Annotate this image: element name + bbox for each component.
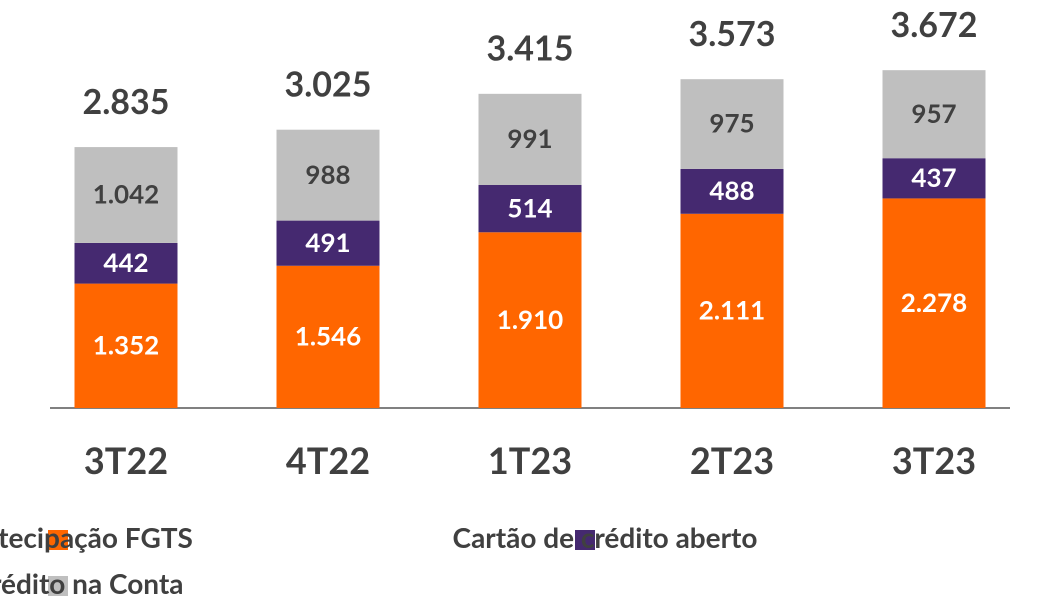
value-label: 491 [305,226,350,258]
value-label: 514 [507,191,552,223]
bar-segment [74,147,178,243]
value-label: 1.352 [93,328,160,360]
legend-label: Crédito na Conta [0,566,184,600]
value-label: 437 [911,161,956,193]
legend-swatch [48,576,68,596]
value-label: 1.042 [93,178,160,210]
value-label: 442 [103,246,148,278]
legend-label: Cartão de crédito aberto [453,520,758,554]
x-tick-label: 3T22 [84,438,168,482]
total-label: 3.415 [487,28,574,69]
legend-swatch [48,530,68,550]
value-label: 1.546 [295,320,362,352]
bar-segment [276,220,380,266]
value-label: 2.278 [901,286,968,318]
bar-segment [478,93,582,185]
value-label: 988 [305,158,350,190]
bar-segment [680,168,784,214]
total-label: 2.835 [83,81,170,122]
bar-segment [276,129,380,221]
bar-segment [680,79,784,169]
value-label: 975 [709,107,754,139]
bar-segment [478,232,582,408]
total-label: 3.672 [891,4,978,45]
x-tick-label: 3T23 [892,438,976,482]
value-label: 1.910 [497,303,564,335]
x-tick-label: 2T23 [690,438,774,482]
x-tick-label: 1T23 [488,438,572,482]
bar-segment [74,283,178,408]
bar-segment [882,198,986,408]
value-label: 2.111 [699,294,766,326]
bar-segment [74,242,178,284]
total-label: 3.025 [285,63,372,104]
value-label: 488 [709,174,754,206]
total-label: 3.573 [689,13,776,54]
bar-segment [276,265,380,408]
bar-segment [882,158,986,199]
bar-segment [680,213,784,408]
legend-swatch [575,530,595,550]
legend-label: Antecipação FGTS [0,520,193,554]
value-label: 991 [507,122,552,154]
bar-segment [882,70,986,159]
bar-segment [478,184,582,233]
value-label: 957 [911,97,956,129]
x-tick-label: 4T22 [286,438,370,482]
